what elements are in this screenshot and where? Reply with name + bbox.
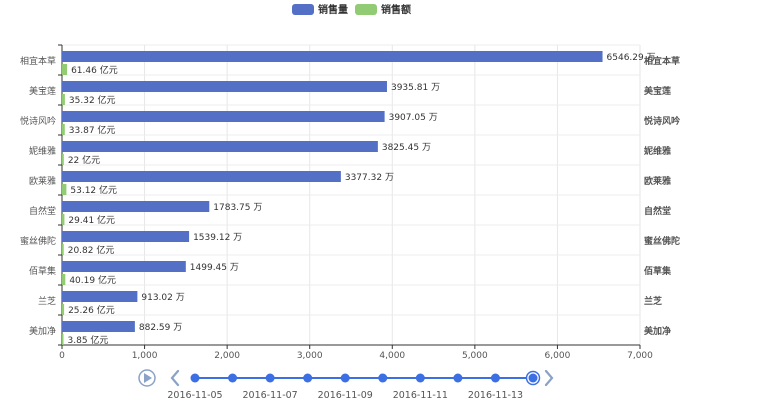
bar-sales-amount[interactable] (62, 334, 64, 345)
bar-sales-volume[interactable] (62, 261, 186, 272)
bar-sales-amount[interactable] (62, 304, 65, 315)
y-tick-label: 蜜丝佛陀 (20, 235, 56, 247)
timeline-point-selected-dot (528, 373, 538, 383)
legend-label[interactable]: 销售额 (381, 3, 411, 16)
bar-sales-volume[interactable] (62, 51, 603, 62)
data-label-sales-amount: 25.26 亿元 (68, 304, 115, 316)
grid (61, 44, 641, 346)
x-tick-label: 5,000 (462, 351, 488, 361)
bar-sales-volume[interactable] (62, 81, 387, 92)
x-tick-label: 1,000 (132, 351, 158, 361)
data-label-sales-amount: 33.87 亿元 (69, 124, 116, 136)
timeline-label: 2016-11-05 (167, 390, 222, 401)
y-tick-label-right: 佰草集 (644, 265, 672, 277)
y-tick-label: 妮维雅 (29, 145, 56, 157)
bar-sales-volume[interactable] (62, 201, 210, 212)
bar-sales-amount[interactable] (62, 94, 65, 105)
y-tick-label: 美加净 (29, 325, 56, 337)
bar-sales-volume[interactable] (62, 321, 135, 332)
data-label-sales-amount: 61.46 亿元 (71, 64, 118, 76)
data-label-sales-volume: 3377.32 万 (345, 173, 394, 183)
y-tick-label-right: 欧莱雅 (644, 175, 671, 187)
y-tick-label-right: 相宜本草 (644, 55, 680, 67)
bar-sales-amount[interactable] (62, 154, 64, 165)
data-label-sales-amount: 35.32 亿元 (69, 94, 116, 106)
x-tick-label: 3,000 (297, 351, 323, 361)
bar-sales-volume[interactable] (62, 111, 385, 122)
x-tick-label: 0 (59, 351, 65, 361)
y-tick-label-right: 妮维雅 (643, 145, 671, 157)
y-tick-label-right: 自然堂 (644, 205, 671, 217)
x-tick-label: 2,000 (214, 351, 240, 361)
data-label-sales-volume: 1783.75 万 (213, 203, 262, 213)
y-tick-label-right: 悦诗风吟 (644, 115, 680, 127)
play-icon (144, 373, 152, 383)
y-tick-label: 佰草集 (29, 265, 56, 277)
data-label-sales-amount: 29.41 亿元 (68, 214, 115, 226)
bar-sales-volume[interactable] (62, 231, 190, 242)
data-label-sales-amount: 22 亿元 (68, 154, 100, 166)
x-axis: 0 1,000 2,000 3,000 4,000 5,000 6,000 7,000 (59, 345, 653, 361)
timeline-point[interactable] (340, 373, 350, 383)
bars: 6546.29 万 61.46 亿元 3935.81 万 35.32 亿元 3907.0… (62, 51, 656, 346)
legend: 销售量 销售额 (292, 3, 411, 16)
bar-sales-volume[interactable] (62, 171, 341, 182)
timeline-point[interactable] (490, 373, 500, 383)
legend-swatch[interactable] (355, 4, 377, 15)
bar-sales-amount[interactable] (62, 214, 65, 225)
y-tick-label: 自然堂 (29, 205, 56, 217)
bar-sales-amount[interactable] (62, 184, 67, 195)
data-label-sales-amount: 20.82 亿元 (68, 244, 115, 256)
timeline-point[interactable] (453, 373, 463, 383)
data-label-sales-amount: 53.12 亿元 (70, 184, 117, 196)
y-tick-label-right: 美加净 (644, 325, 671, 337)
timeline-label: 2016-11-13 (468, 390, 523, 401)
data-label-sales-volume: 6546.29 万 (607, 53, 656, 63)
y-tick-label-right: 兰芝 (644, 295, 662, 307)
timeline-label: 2016-11-07 (243, 390, 298, 401)
bar-sales-amount[interactable] (62, 274, 66, 285)
data-label-sales-amount: 3.85 亿元 (68, 334, 109, 346)
data-label-sales-volume: 3935.81 万 (391, 83, 440, 93)
timeline: 2016-11-05 2016-11-07 2016-11-09 2016-11-11… (138, 369, 554, 401)
chevron-left-icon[interactable] (170, 369, 180, 387)
bar-sales-amount[interactable] (62, 64, 68, 75)
y-tick-label-right: 蜜丝佛陀 (644, 235, 680, 247)
data-label-sales-amount: 40.19 亿元 (69, 274, 116, 286)
timeline-label: 2016-11-09 (318, 390, 373, 401)
bar-sales-volume[interactable] (62, 141, 378, 152)
timeline-point[interactable] (303, 373, 313, 383)
legend-swatch[interactable] (292, 4, 314, 15)
data-label-sales-volume: 3907.05 万 (389, 113, 438, 123)
data-label-sales-volume: 3825.45 万 (382, 143, 431, 153)
y-tick-label: 相宜本草 (20, 55, 56, 67)
x-tick-label: 4,000 (379, 351, 405, 361)
y-tick-label: 悦诗风吟 (20, 115, 56, 127)
timeline-point[interactable] (378, 373, 388, 383)
y-tick-label: 欧莱雅 (29, 175, 56, 187)
y-tick-label: 美宝莲 (29, 85, 56, 97)
chevron-right-icon[interactable] (544, 369, 554, 387)
x-tick-label: 7,000 (627, 351, 653, 361)
bar-sales-amount[interactable] (62, 124, 65, 135)
timeline-point[interactable] (265, 373, 275, 383)
timeline-point[interactable] (190, 373, 200, 383)
data-label-sales-volume: 882.59 万 (139, 323, 182, 333)
y-tick-label: 兰芝 (38, 295, 56, 307)
bar-sales-volume[interactable] (62, 291, 138, 302)
timeline-label: 2016-11-11 (393, 390, 448, 401)
data-label-sales-volume: 1499.45 万 (190, 263, 239, 273)
data-label-sales-volume: 913.02 万 (141, 293, 184, 303)
y-tick-label-right: 美宝莲 (644, 85, 671, 97)
bar-sales-amount[interactable] (62, 244, 64, 255)
legend-label[interactable]: 销售量 (318, 3, 348, 16)
timeline-point[interactable] (228, 373, 238, 383)
timeline-point[interactable] (415, 373, 425, 383)
data-label-sales-volume: 1539.12 万 (193, 233, 242, 243)
x-tick-label: 6,000 (545, 351, 571, 361)
